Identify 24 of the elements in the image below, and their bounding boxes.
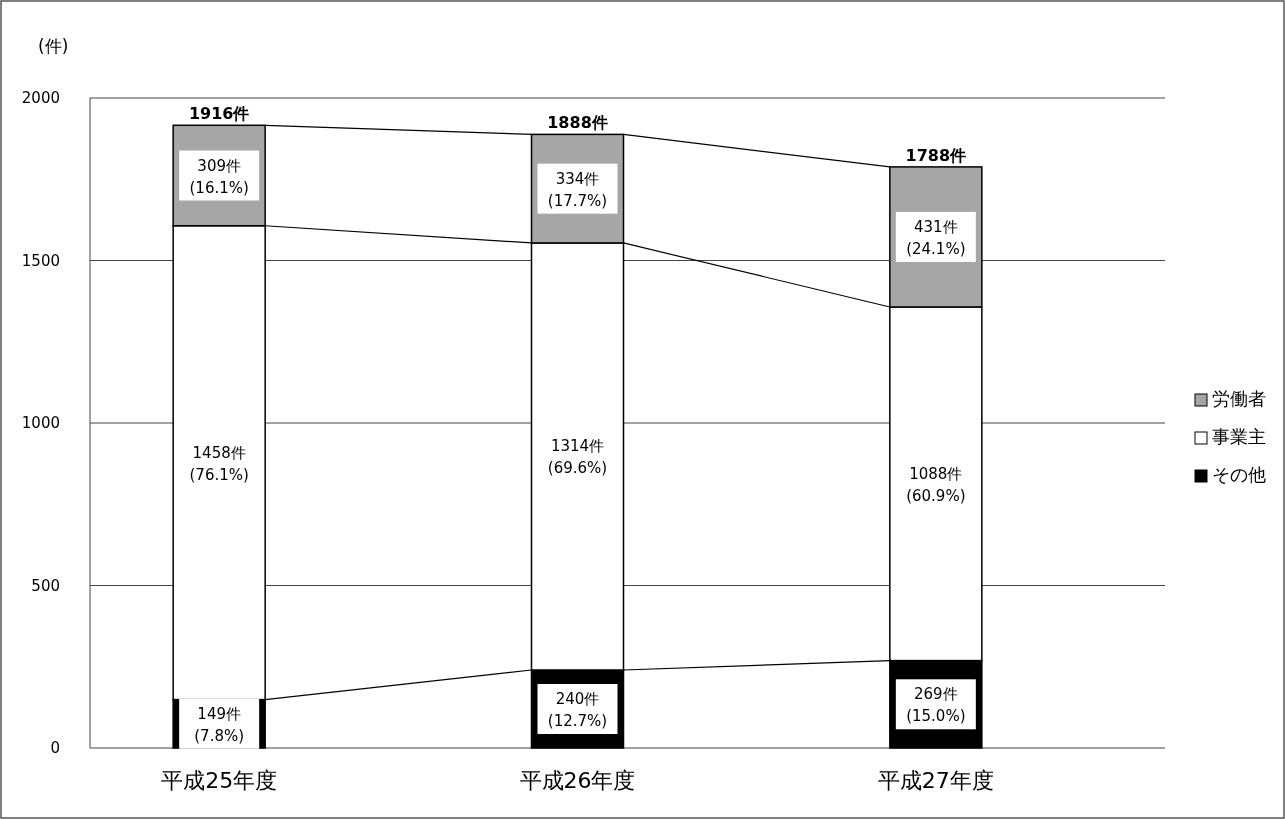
x-tick-label: 平成25年度 [161,768,278,793]
y-tick-label: 2000 [21,89,60,107]
data-label: 269件 (15.0%) [906,685,966,726]
data-label: 431件 (24.1%) [906,217,966,258]
total-label: 1888件 [547,113,608,133]
y-tick-label: 1500 [21,251,60,270]
y-tick-label: 500 [31,576,60,595]
legend-label: その他 [1212,464,1266,485]
data-label: 334件 (17.7%) [547,169,608,210]
data-label: 240件 (12.7%) [547,690,608,730]
data-label: 1088件 (60.9%) [906,464,966,505]
data-label: 309件 (16.1%) [189,156,249,197]
legend-label: 事業主 [1212,426,1266,447]
y-tick-label: 0 [50,739,60,757]
data-label: 1458件 (76.1%) [189,443,249,484]
data-label: 149件 (7.8%) [194,704,245,745]
data-label: 1314件 (69.6%) [547,437,608,478]
x-tick-label: 平成27年度 [877,768,994,793]
legend-label: 労働者 [1212,388,1266,409]
x-tick-label: 平成26年度 [519,768,636,793]
total-label: 1916件 [188,104,250,124]
y-tick-label: 1000 [21,414,60,432]
y-axis-title: (件) [38,36,69,56]
total-label: 1788件 [905,145,967,165]
